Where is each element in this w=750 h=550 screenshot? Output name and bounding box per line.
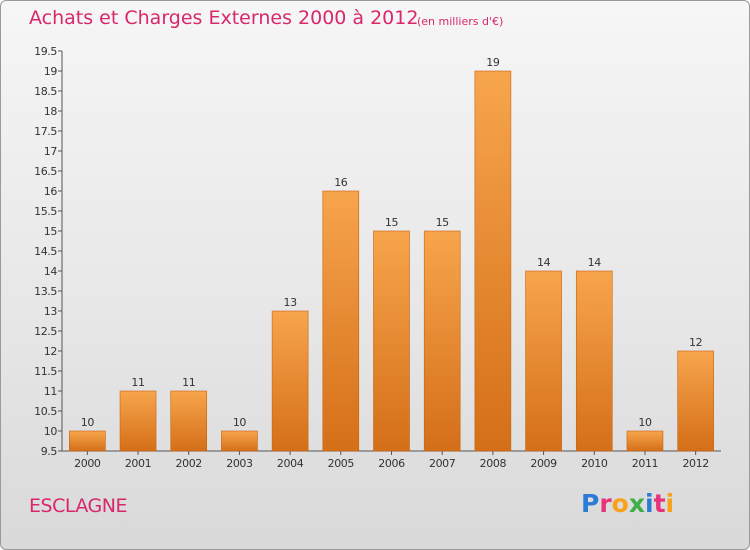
logo-letter: i — [645, 489, 654, 518]
y-tick-label: 9.5 — [41, 445, 58, 458]
bar — [373, 230, 410, 452]
bar-value-label: 14 — [588, 256, 602, 269]
bar — [423, 230, 461, 452]
y-tick-label: 13 — [44, 305, 58, 318]
y-tick-label: 10 — [44, 425, 58, 438]
y-tick-label: 19 — [44, 65, 58, 78]
x-tick-label: 2009 — [530, 457, 557, 470]
bar-value-label: 11 — [182, 376, 195, 389]
bar — [575, 270, 613, 452]
bar-value-label: 19 — [486, 56, 500, 69]
bar-value-label: 13 — [284, 296, 298, 309]
bar — [221, 430, 258, 452]
bar — [322, 190, 360, 452]
bar-value-label: 10 — [81, 416, 95, 429]
logo-letter: x — [628, 489, 645, 518]
x-tick-label: 2000 — [74, 457, 101, 470]
bar-value-label: 11 — [131, 376, 144, 389]
logo-letter: P — [581, 489, 600, 518]
y-tick-label: 18 — [44, 105, 58, 118]
bar — [119, 390, 157, 452]
bar — [474, 70, 512, 452]
y-tick-label: 14.5 — [34, 245, 57, 258]
y-tick-label: 12.5 — [34, 325, 57, 338]
chart-title: Achats et Charges Externes 2000 à 2012 — [29, 7, 419, 29]
y-tick-label: 11 — [44, 385, 57, 398]
bar-value-label: 15 — [385, 216, 399, 229]
x-tick-label: 2005 — [328, 457, 355, 470]
y-tick-label: 12 — [44, 345, 57, 358]
x-tick-label: 2007 — [429, 457, 456, 470]
bar-value-label: 15 — [436, 216, 450, 229]
bar — [525, 270, 562, 452]
y-tick-label: 14 — [44, 265, 58, 278]
proxiti-logo[interactable]: Proxiti — [581, 489, 674, 518]
y-tick-label: 10.5 — [34, 405, 57, 418]
y-tick-label: 17.5 — [34, 125, 57, 138]
logo-letter: r — [599, 489, 612, 518]
x-tick-label: 2006 — [378, 457, 405, 470]
y-tick-label: 16.5 — [34, 165, 57, 178]
y-tick-label: 17 — [44, 145, 58, 158]
x-tick-label: 2001 — [125, 457, 151, 470]
y-tick-label: 15 — [44, 225, 58, 238]
bar-value-label: 10 — [638, 416, 652, 429]
commune-name: ESCLAGNE — [29, 495, 127, 517]
x-tick-label: 2008 — [480, 457, 507, 470]
x-tick-label: 2004 — [277, 457, 304, 470]
x-tick-label: 2010 — [581, 457, 608, 470]
bar-value-label: 16 — [334, 176, 348, 189]
x-tick-label: 2003 — [226, 457, 253, 470]
bar — [69, 430, 106, 452]
x-tick-label: 2002 — [176, 457, 202, 470]
bar — [271, 310, 309, 452]
bar-value-label: 14 — [537, 256, 551, 269]
y-tick-label: 11.5 — [34, 365, 57, 378]
bar — [170, 390, 208, 452]
logo-letter: i — [665, 489, 675, 518]
x-tick-label: 2012 — [682, 457, 708, 470]
y-tick-label: 18.5 — [34, 85, 57, 98]
y-tick-label: 15.5 — [34, 205, 57, 218]
chart-subtitle: (en milliers d'€) — [417, 15, 504, 28]
y-tick-label: 19.5 — [34, 45, 57, 58]
bar-value-label: 10 — [233, 416, 247, 429]
logo-letter: o — [611, 489, 629, 518]
y-tick-label: 13.5 — [34, 285, 57, 298]
logo-letter: t — [653, 489, 666, 518]
bar-value-label: 12 — [689, 336, 702, 349]
bar — [677, 350, 714, 452]
bar — [626, 430, 664, 452]
y-tick-label: 16 — [44, 185, 58, 198]
x-tick-label: 2011 — [632, 457, 658, 470]
